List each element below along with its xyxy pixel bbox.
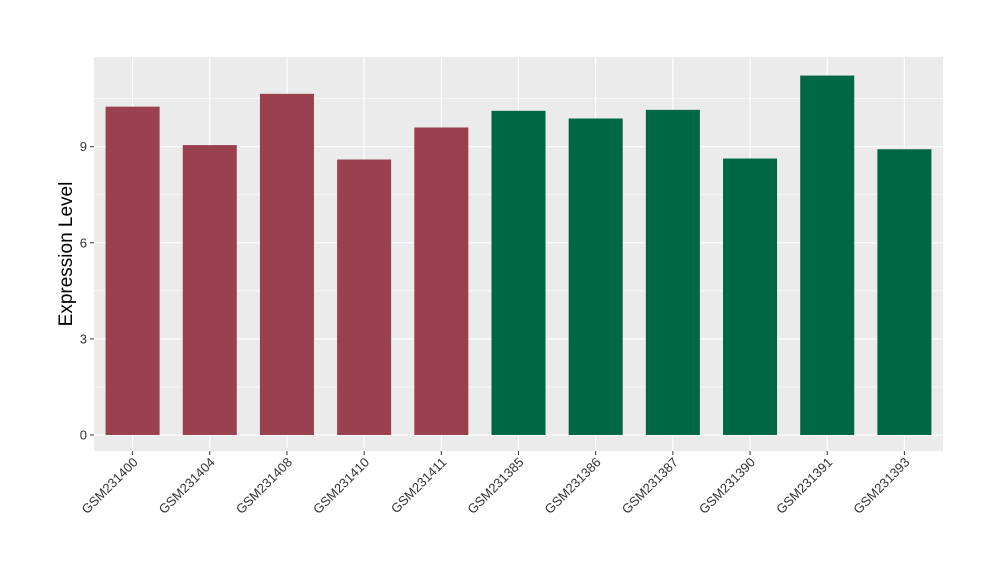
x-tick-label: GSM231385 [464, 455, 526, 517]
bar-GSM231390 [723, 158, 778, 435]
y-axis: 0 3 6 9 [80, 139, 94, 442]
y-tick-label: 9 [80, 139, 87, 154]
bar-GSM231411 [414, 127, 469, 435]
bar-GSM231408 [259, 93, 314, 435]
bar-GSM231410 [337, 159, 392, 435]
bar-GSM231386 [568, 118, 623, 435]
x-tick-label: GSM231404 [156, 455, 218, 517]
x-tick-label: GSM231391 [773, 455, 835, 517]
x-tick-label: GSM231408 [233, 455, 295, 517]
bar-GSM231387 [645, 109, 700, 435]
x-axis: GSM231400 GSM231404 GSM231408 GSM231410 GSM2… [78, 451, 913, 517]
y-axis-title: Expression Level [56, 182, 77, 327]
x-tick-label: GSM231410 [310, 455, 372, 517]
bar-GSM231393 [877, 149, 932, 435]
x-tick-label: GSM231386 [542, 455, 604, 517]
bar-GSM231404 [182, 145, 237, 435]
y-tick-label: 0 [80, 427, 87, 442]
bar-GSM231385 [491, 110, 546, 435]
y-tick-label: 6 [80, 235, 87, 250]
x-tick-label: GSM231400 [78, 455, 140, 517]
bar-GSM231391 [800, 75, 855, 435]
x-tick-label: GSM231390 [696, 455, 758, 517]
y-tick-label: 3 [80, 331, 87, 346]
bars [105, 75, 932, 435]
x-tick-label: GSM231411 [388, 455, 450, 517]
bar-GSM231400 [105, 106, 160, 435]
x-tick-label: GSM231387 [619, 455, 681, 517]
x-tick-label: GSM231393 [850, 455, 912, 517]
